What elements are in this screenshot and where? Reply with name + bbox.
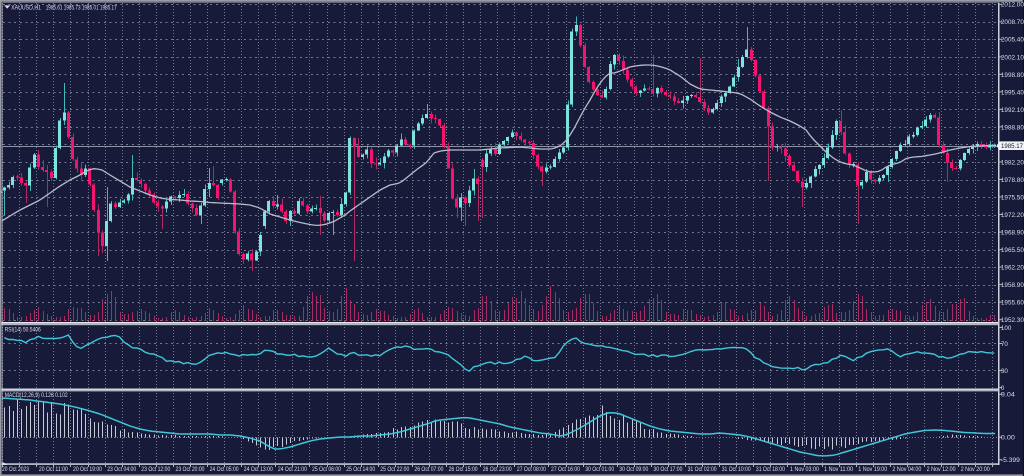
svg-text:20 Oct 19:00: 20 Oct 19:00 bbox=[73, 466, 102, 473]
svg-text:1982.20: 1982.20 bbox=[1001, 159, 1024, 166]
svg-text:20 Oct 2023: 20 Oct 2023 bbox=[2, 466, 29, 473]
svg-text:2 Nov 20:00: 2 Nov 20:00 bbox=[961, 466, 990, 473]
svg-text:1985.17: 1985.17 bbox=[1001, 143, 1023, 150]
svg-text:2008.70: 2008.70 bbox=[1001, 19, 1024, 26]
svg-text:1968.90: 1968.90 bbox=[1001, 230, 1024, 237]
svg-text:25 Oct 22:00: 25 Oct 22:00 bbox=[380, 466, 409, 473]
svg-text:24 Oct 05:00: 24 Oct 05:00 bbox=[210, 466, 239, 473]
svg-text:1965.50: 1965.50 bbox=[1001, 247, 1024, 254]
svg-text:2005.40: 2005.40 bbox=[1001, 37, 1024, 44]
svg-text:1975.50: 1975.50 bbox=[1001, 194, 1024, 201]
svg-text:24 Oct 13:00: 24 Oct 13:00 bbox=[244, 466, 273, 473]
svg-text:23 Oct 20:00: 23 Oct 20:00 bbox=[176, 466, 205, 473]
svg-text:1972.20: 1972.20 bbox=[1001, 212, 1024, 219]
svg-text:XAUUSD,H1: XAUUSD,H1 bbox=[11, 4, 41, 11]
svg-text:27 Oct 08:00: 27 Oct 08:00 bbox=[517, 466, 546, 473]
svg-text:1988.80: 1988.80 bbox=[1001, 124, 1024, 131]
svg-text:1995.40: 1995.40 bbox=[1001, 89, 1024, 96]
svg-text:9.04: 9.04 bbox=[1001, 392, 1015, 399]
svg-text:23 Oct 04:00: 23 Oct 04:00 bbox=[107, 466, 136, 473]
svg-text:MACD(12,26,9) 0.126 0.102: MACD(12,26,9) 0.126 0.102 bbox=[5, 392, 68, 399]
svg-text:1 Nov 19:00: 1 Nov 19:00 bbox=[858, 466, 887, 473]
svg-text:1952.30: 1952.30 bbox=[1001, 317, 1024, 324]
svg-text:27 Oct 16:00: 27 Oct 16:00 bbox=[551, 466, 580, 473]
svg-text:100: 100 bbox=[1001, 325, 1012, 332]
svg-text:1992.10: 1992.10 bbox=[1001, 107, 1024, 114]
svg-text:25 Oct 06:00: 25 Oct 06:00 bbox=[312, 466, 341, 473]
svg-text:23 Oct 12:00: 23 Oct 12:00 bbox=[141, 466, 170, 473]
svg-text:1998.80: 1998.80 bbox=[1001, 72, 1024, 79]
svg-text:2012.00: 2012.00 bbox=[1001, 2, 1024, 9]
svg-text:30 Oct 01:00: 30 Oct 01:00 bbox=[585, 466, 614, 473]
svg-text:0.00: 0.00 bbox=[1001, 435, 1015, 442]
svg-text:RSI(14) 50.5406: RSI(14) 50.5406 bbox=[5, 327, 41, 334]
svg-text:25 Oct 14:00: 25 Oct 14:00 bbox=[346, 466, 375, 473]
svg-text:1962.20: 1962.20 bbox=[1001, 265, 1024, 272]
svg-text:1985.61 1985.73 1985.01 1985.1: 1985.61 1985.73 1985.01 1985.17 bbox=[46, 4, 117, 11]
svg-text:30: 30 bbox=[1001, 368, 1008, 375]
svg-text:30 Oct 17:00: 30 Oct 17:00 bbox=[653, 466, 682, 473]
svg-text:2 Nov 04:00: 2 Nov 04:00 bbox=[892, 466, 921, 473]
svg-text:2002.10: 2002.10 bbox=[1001, 54, 1024, 61]
svg-text:31 Oct 18:00: 31 Oct 18:00 bbox=[756, 466, 785, 473]
svg-text:70: 70 bbox=[1001, 341, 1008, 348]
svg-text:0: 0 bbox=[1001, 385, 1005, 392]
svg-text:31 Oct 10:00: 31 Oct 10:00 bbox=[722, 466, 751, 473]
svg-text:1 Nov 11:00: 1 Nov 11:00 bbox=[824, 466, 853, 473]
svg-text:31 Oct 02:00: 31 Oct 02:00 bbox=[688, 466, 717, 473]
svg-text:30 Oct 09:00: 30 Oct 09:00 bbox=[619, 466, 648, 473]
svg-text:-5.399: -5.399 bbox=[1001, 457, 1020, 464]
svg-text:24 Oct 21:00: 24 Oct 21:00 bbox=[278, 466, 307, 473]
svg-text:1958.90: 1958.90 bbox=[1001, 282, 1024, 289]
svg-text:1 Nov 03:00: 1 Nov 03:00 bbox=[790, 466, 819, 473]
svg-text:26 Oct 23:00: 26 Oct 23:00 bbox=[483, 466, 512, 473]
svg-text:26 Oct 07:00: 26 Oct 07:00 bbox=[414, 466, 443, 473]
svg-text:26 Oct 15:00: 26 Oct 15:00 bbox=[449, 466, 478, 473]
svg-text:1978.80: 1978.80 bbox=[1001, 177, 1024, 184]
svg-text:1955.60: 1955.60 bbox=[1001, 300, 1024, 307]
svg-text:2 Nov 12:00: 2 Nov 12:00 bbox=[927, 466, 956, 473]
svg-text:20 Oct 11:00: 20 Oct 11:00 bbox=[39, 466, 68, 473]
